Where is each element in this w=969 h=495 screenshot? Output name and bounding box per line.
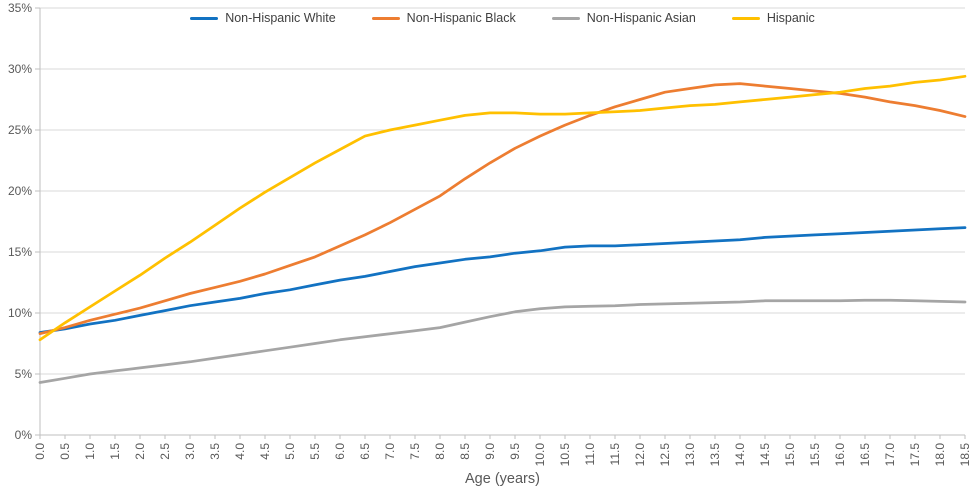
y-tick-label: 25% (8, 123, 32, 137)
x-tick-label: 1.0 (83, 443, 97, 460)
x-tick-label: 15.5 (808, 443, 822, 467)
x-tick-label: 11.0 (583, 443, 597, 466)
x-tick-label: 9.0 (483, 443, 497, 460)
y-tick-label: 20% (8, 184, 32, 198)
x-tick-label: 13.5 (708, 443, 722, 467)
x-tick-label: 4.0 (233, 443, 247, 460)
legend-item: Hispanic (731, 11, 815, 25)
y-tick-label: 5% (15, 367, 33, 381)
x-tick-label: 7.0 (383, 443, 397, 460)
x-tick-label: 5.0 (283, 443, 297, 460)
x-tick-label: 3.0 (183, 443, 197, 460)
x-tick-label: 7.5 (408, 443, 422, 460)
x-tick-label: 12.0 (633, 443, 647, 467)
x-tick-label: 9.5 (508, 443, 522, 460)
x-tick-label: 0.5 (58, 443, 72, 460)
x-tick-label: 6.5 (358, 443, 372, 460)
x-tick-label: 6.0 (333, 443, 347, 460)
x-tick-label: 16.5 (858, 443, 872, 467)
legend-swatch-line (371, 16, 400, 20)
x-tick-label: 8.0 (433, 443, 447, 460)
legend-item: Non-Hispanic White (190, 11, 336, 25)
legend-label: Hispanic (766, 11, 815, 25)
legend-swatch-line (551, 16, 580, 20)
x-tick-label: 12.5 (658, 443, 672, 467)
x-tick-label: 11.5 (608, 443, 622, 466)
y-tick-label: 10% (8, 306, 32, 320)
x-tick-label: 18.0 (933, 443, 947, 467)
x-tick-label: 1.5 (108, 443, 122, 460)
x-tick-label: 13.0 (683, 443, 697, 467)
legend-label: Non-Hispanic Black (406, 11, 516, 25)
x-tick-label: 18.5 (958, 443, 969, 467)
x-tick-label: 5.5 (308, 443, 322, 460)
x-axis-title: Age (years) (465, 471, 540, 487)
legend-label: Non-Hispanic White (225, 11, 336, 25)
x-tick-label: 17.0 (883, 443, 897, 467)
x-tick-label: 17.5 (908, 443, 922, 467)
x-tick-label: 14.0 (733, 443, 747, 467)
x-tick-label: 10.5 (558, 443, 572, 467)
series-line-hispanic (38, 74, 967, 342)
y-tick-label: 15% (8, 245, 32, 259)
plot-area: 0% 5% 10% 15% 20% 25% 30% 35% 0.0 0.5 1.0 1.5 2.0 2.5… (8, 1, 969, 467)
x-tick-label: 15.0 (783, 443, 797, 467)
x-tick-label: 3.5 (208, 443, 222, 460)
chart-legend: Non-Hispanic White Non-Hispanic Black Non-… (40, 11, 965, 25)
legend-label: Non-Hispanic Asian (586, 11, 696, 25)
series-line-non-hispanic-asian (38, 298, 967, 384)
x-tick-label: 10.0 (533, 443, 547, 467)
legend-swatch-line (731, 16, 760, 20)
legend-item: Non-Hispanic Black (371, 11, 516, 25)
y-tick-label: 0% (15, 428, 33, 442)
legend-swatch-line (190, 16, 219, 20)
legend-item: Non-Hispanic Asian (551, 11, 696, 25)
x-tick-label: 2.0 (133, 443, 147, 460)
x-tick-label: 0.0 (33, 443, 47, 460)
y-tick-label: 30% (8, 62, 32, 76)
y-tick-label: 35% (8, 1, 32, 15)
x-tick-label: 16.0 (833, 443, 847, 467)
x-tick-label: 4.5 (258, 443, 272, 460)
series-line-non-hispanic-white (38, 226, 967, 334)
x-tick-label: 2.5 (158, 443, 172, 460)
series-line-non-hispanic-black (38, 82, 967, 336)
x-tick-label: 8.5 (458, 443, 472, 460)
x-tick-label: 14.5 (758, 443, 772, 467)
